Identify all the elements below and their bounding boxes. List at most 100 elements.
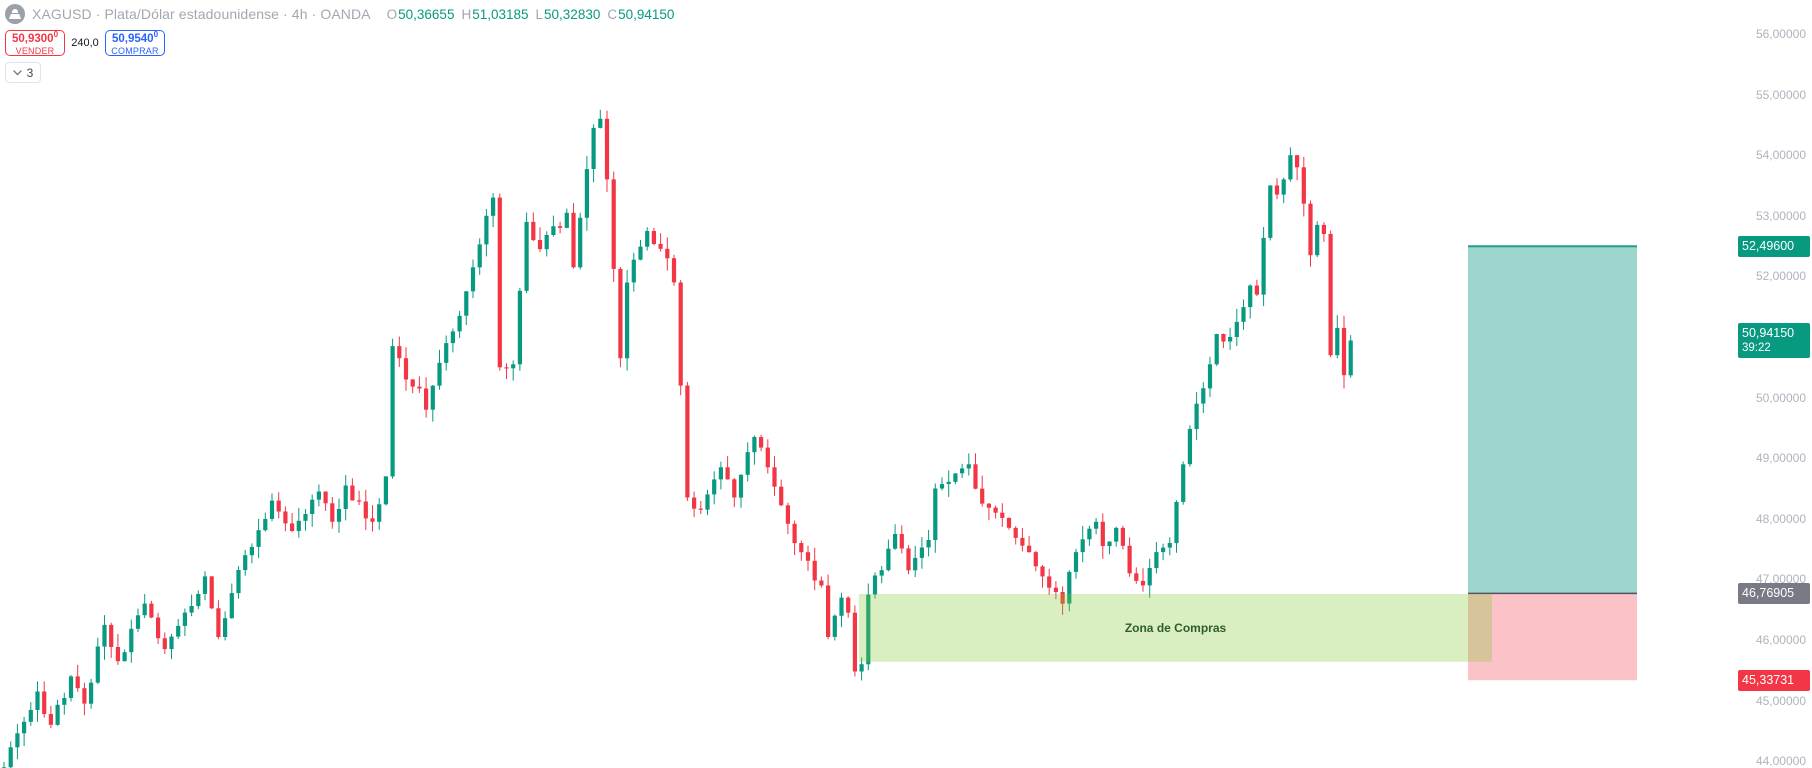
candle [129,619,134,663]
candle [68,675,74,702]
long-position-profit-zone[interactable] [1468,246,1637,594]
candle [772,456,777,496]
candlestick-series [1,109,1353,768]
candle [1073,548,1079,579]
candle [886,539,891,572]
candle [323,491,328,511]
buy-zone-label[interactable]: Zona de Compras [1124,620,1227,635]
axis-tick: 46,00000 [1755,633,1806,647]
candle [604,110,610,192]
candle [35,681,40,722]
candle [1248,284,1253,319]
candle [276,492,281,519]
open-label: O [386,6,398,22]
candle [249,543,254,564]
candle [531,212,536,242]
candle [906,545,911,575]
candle [1127,537,1132,577]
candle [243,549,248,576]
candle [15,723,20,760]
candle [658,233,663,252]
candle [872,572,878,599]
entry-price-badge[interactable]: 46,76905 [1738,582,1810,604]
chevron-down-icon [12,69,22,75]
buy-zone-rect[interactable] [859,593,1492,662]
buy-button[interactable]: 50,95400 COMPRAR [105,30,165,56]
candle [611,171,616,282]
indicators-toggle[interactable]: 3 [5,62,41,83]
candle [558,221,563,234]
candle [524,212,529,293]
candle [712,471,717,505]
candle [551,215,556,237]
buy-price: 50,9540 [111,32,154,45]
candle [457,310,462,338]
candle [1214,333,1219,366]
candle [1094,518,1099,535]
candle [1321,222,1326,242]
candle [765,439,770,474]
trade-buttons-row: 50,93000 VENDER 240,0 50,95400 COMPRAR [5,30,165,56]
candle [725,456,730,480]
candle [62,692,67,715]
target-price-badge[interactable]: 52,49600 [1738,235,1810,257]
candle [444,335,449,371]
candle [893,524,898,550]
high-value: 51,03185 [472,6,529,22]
candle [1328,230,1333,358]
ohlc-values: O 50,36655 H 51,03185 L 50,32830 C 50,94150 [380,7,675,22]
candle [256,518,261,558]
candle [82,682,87,716]
candle [946,470,951,497]
candle [966,453,971,476]
symbol-title[interactable]: XAGUSD · Plata/Dólar estadounidense · 4h… [32,6,371,22]
candle [779,479,784,507]
sell-label: VENDER [15,46,55,57]
sell-button[interactable]: 50,93000 VENDER [5,30,65,56]
candle [705,489,710,516]
candle [209,576,214,610]
candle [330,497,335,529]
candle [450,328,455,353]
candle [390,338,395,479]
candle [1228,327,1233,350]
drawing-overlays[interactable] [859,245,1637,681]
candle [357,490,362,505]
candle [269,493,275,522]
candle [1060,586,1065,615]
candle [517,287,522,371]
candle [403,347,409,391]
candle [993,505,998,519]
sell-price: 50,9300 [11,32,54,45]
candle [933,483,938,553]
candle [350,478,355,501]
candle [819,576,824,588]
candle [1348,335,1353,378]
long-position-loss-zone[interactable] [1468,593,1637,681]
candle [1315,221,1320,258]
candle [759,434,764,452]
candle [846,596,851,618]
candle [115,634,120,665]
candle [223,611,228,641]
candle [584,156,589,231]
candle [785,502,790,535]
candle [671,254,677,286]
axis-tick: 44,00000 [1755,754,1806,768]
sell-price-sup: 0 [53,29,59,39]
candle [1301,156,1306,217]
candle [564,208,569,229]
candle [1087,525,1092,546]
candle [491,193,496,228]
candle [859,657,864,681]
candle [1167,537,1172,556]
candle [598,109,603,129]
candle [651,227,656,246]
candle [1013,526,1018,545]
stop-price-badge[interactable]: 45,33731 [1738,669,1810,691]
candle [470,259,476,298]
silver-ingot-icon [9,14,21,19]
candle [383,476,388,506]
candle [1147,558,1152,598]
